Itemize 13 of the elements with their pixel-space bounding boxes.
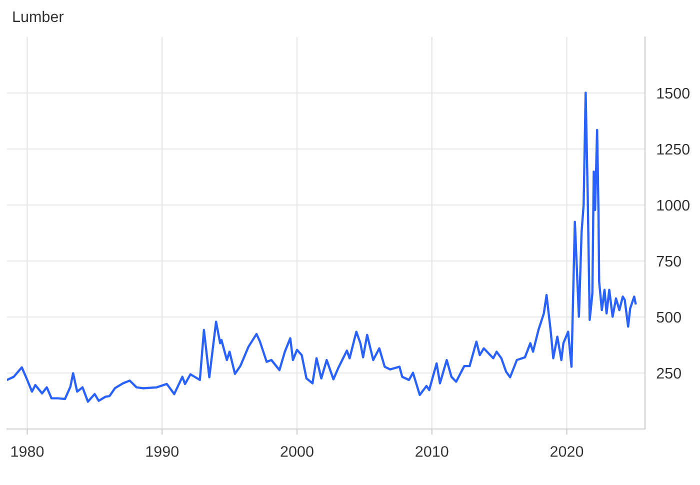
x-tick-label: 2010 [416,446,448,457]
line-series [7,92,637,403]
x-tick-label: 1980 [11,446,44,457]
y-tick-label: 1000 [657,200,690,211]
x-tick-label: 2020 [550,446,584,457]
chart-title: Lumber [13,10,64,22]
y-tick-label: 1250 [657,144,690,155]
y-tick-label: 750 [656,256,682,267]
y-tick-label: 500 [656,312,682,323]
y-tick-label: 250 [656,368,682,379]
x-tick-label: 2000 [280,446,314,457]
x-tick-label: 1990 [146,446,179,457]
y-tick-label: 1500 [657,88,690,99]
